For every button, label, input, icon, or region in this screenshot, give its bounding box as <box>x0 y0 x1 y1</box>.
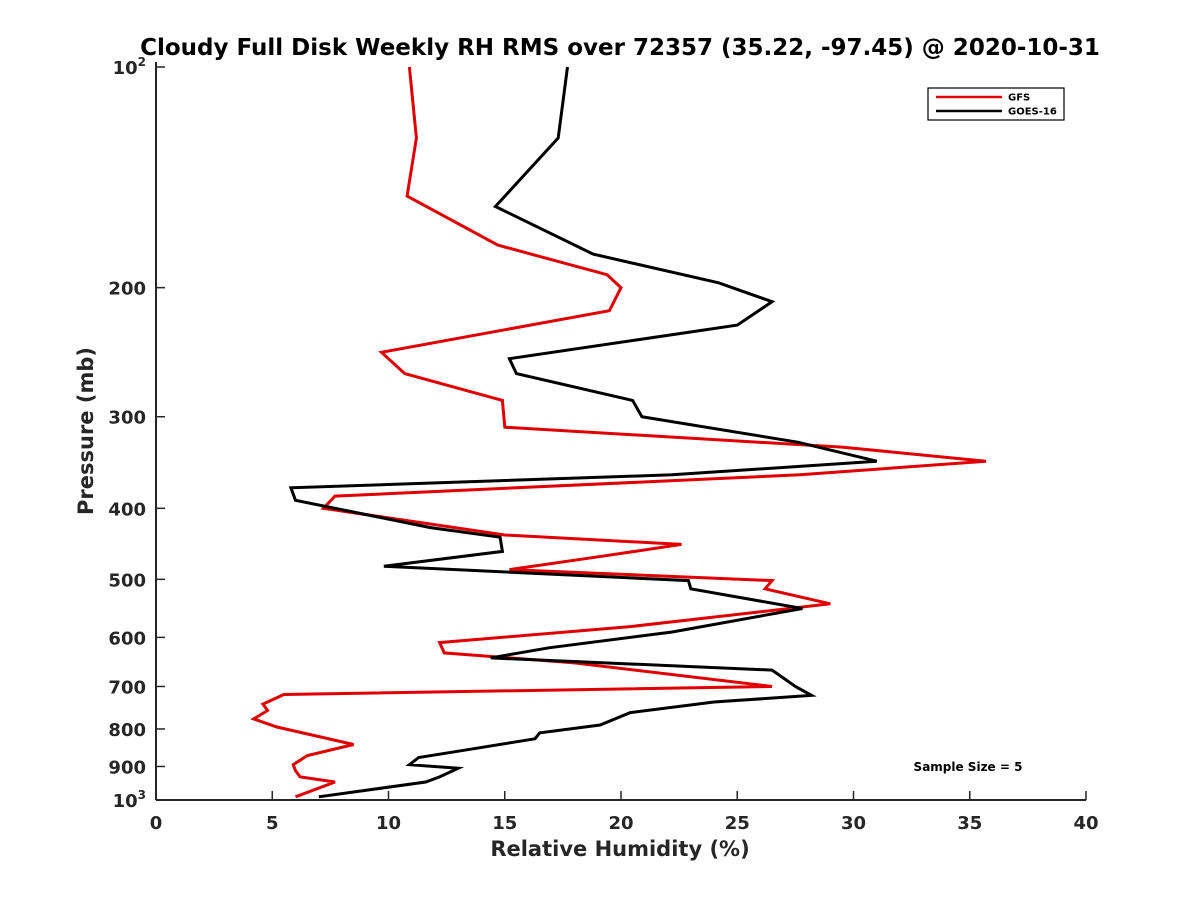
legend-label: GFS <box>1008 93 1030 104</box>
y-tick-label: 103 <box>113 788 146 812</box>
series-line-gfs <box>250 66 987 799</box>
x-axis-label: Relative Humidity (%) <box>490 837 749 861</box>
y-tick-label: 102 <box>113 55 146 79</box>
x-tick-label: 30 <box>841 813 866 834</box>
y-tick-label: 200 <box>108 279 146 300</box>
x-tick-label: 0 <box>150 813 163 834</box>
x-tick-label: 5 <box>266 813 279 834</box>
y-tick-label: 500 <box>108 570 146 591</box>
y-tick-label: 400 <box>108 499 146 520</box>
y-axis-label: Pressure (mb) <box>74 347 98 515</box>
series-layer <box>250 66 987 799</box>
x-tick-label: 10 <box>376 813 401 834</box>
legend: GFS GOES-16 <box>927 87 1065 121</box>
x-tick-label: 20 <box>608 813 633 834</box>
x-tick-label: 35 <box>957 813 982 834</box>
x-tick-label: 25 <box>725 813 750 834</box>
x-tick-label: 40 <box>1073 813 1098 834</box>
chart-title: Cloudy Full Disk Weekly RH RMS over 7235… <box>140 35 1100 61</box>
y-ticks: 102 200 300 400 500 600 700 800 900 103 <box>108 55 165 812</box>
series-line-goes-16 <box>288 66 878 799</box>
x-tick-label: 15 <box>492 813 517 834</box>
y-tick-label: 800 <box>108 720 146 741</box>
y-tick-label: 600 <box>108 628 146 649</box>
x-ticks: 0 5 10 15 20 25 30 35 40 <box>150 791 1099 834</box>
legend-box <box>927 87 1065 121</box>
y-tick-label: 900 <box>108 757 146 778</box>
y-tick-label: 300 <box>108 408 146 429</box>
legend-label: GOES-16 <box>1008 107 1057 118</box>
y-tick-label: 700 <box>108 677 146 698</box>
sample-size-note: Sample Size = 5 <box>914 760 1023 774</box>
